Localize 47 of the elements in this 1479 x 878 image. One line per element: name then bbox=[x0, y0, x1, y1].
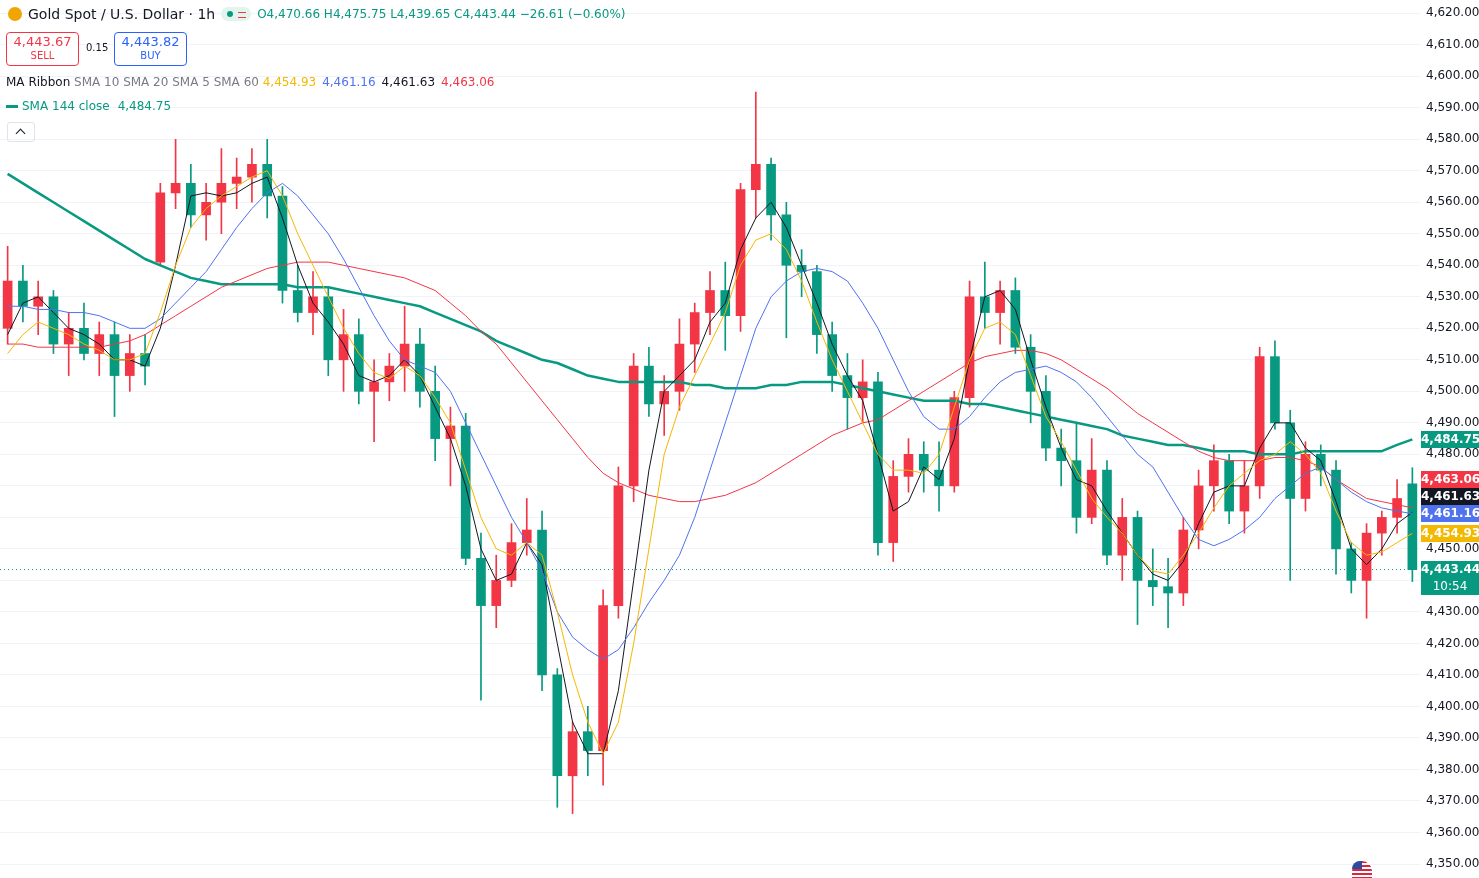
y-tick-label: 4,390.00 bbox=[1426, 730, 1479, 745]
annotation: SELL bbox=[29, 49, 56, 63]
text: SMA 10 SMA 20 SMA 5 SMA 60 bbox=[74, 75, 259, 89]
y-tick-label: 4,540.00 bbox=[1426, 257, 1479, 272]
y-tick-label: 4,530.00 bbox=[1426, 288, 1479, 303]
y-tick-label: 4,450.00 bbox=[1426, 541, 1479, 556]
annotation: BUY bbox=[139, 49, 162, 63]
data-label: 4,463.06 bbox=[1421, 471, 1479, 489]
y-tick-label: 4,600.00 bbox=[1426, 68, 1479, 83]
data-label: 4,454.93 bbox=[1421, 524, 1479, 542]
annotation: 4,443.82 bbox=[120, 34, 181, 49]
y-tick-label: 4,410.00 bbox=[1426, 667, 1479, 682]
y-tick-label: 4,490.00 bbox=[1426, 414, 1479, 429]
y-tick-label: 4,610.00 bbox=[1426, 36, 1479, 51]
y-tick-label: 4,380.00 bbox=[1426, 761, 1479, 776]
y-tick-label: 4,520.00 bbox=[1426, 320, 1479, 335]
text: 4,461.16 bbox=[322, 75, 376, 89]
data-label: 4,461.63 bbox=[1421, 488, 1479, 506]
y-tick-label: 4,570.00 bbox=[1426, 162, 1479, 177]
text: 10:54 bbox=[1431, 578, 1469, 596]
y-tick-label: 4,480.00 bbox=[1426, 446, 1479, 461]
y-tick-label: 4,590.00 bbox=[1426, 99, 1479, 114]
y-tick-label: 4,360.00 bbox=[1426, 824, 1479, 839]
y-tick-label: 4,580.00 bbox=[1426, 131, 1479, 146]
y-tick-label: 4,370.00 bbox=[1426, 793, 1479, 808]
y-tick-label: 4,350.00 bbox=[1426, 856, 1479, 871]
data-label: 4,461.16 bbox=[1421, 505, 1479, 523]
annotation: 4,443.67 bbox=[12, 34, 73, 49]
legend-label: SMA 144 close bbox=[22, 99, 110, 113]
y-tick-label: 4,560.00 bbox=[1426, 194, 1479, 209]
chart-subtitle: O4,470.66 H4,475.75 L4,439.65 C4,443.44 −26.61 (−0.60%) bbox=[257, 7, 626, 21]
ref-line-label: 4,443.44 bbox=[1421, 561, 1479, 579]
y-tick-label: 4,400.00 bbox=[1426, 698, 1479, 713]
text: 4,484.75 bbox=[117, 99, 172, 113]
annotation: 0.15 bbox=[86, 42, 109, 53]
chart-title: Gold Spot / U.S. Dollar · 1h bbox=[28, 6, 216, 22]
y-tick-label: 4,420.00 bbox=[1426, 635, 1479, 650]
text: 4,461.63 bbox=[381, 75, 436, 89]
legend-title: MA Ribbon bbox=[6, 75, 72, 89]
y-tick-label: 4,550.00 bbox=[1426, 225, 1479, 240]
y-tick-label: 4,500.00 bbox=[1426, 383, 1479, 398]
y-tick-label: 4,620.00 bbox=[1426, 5, 1479, 20]
text: 4,454.93 bbox=[262, 75, 317, 89]
data-label: 4,484.75 bbox=[1421, 430, 1479, 448]
y-tick-label: 4,510.00 bbox=[1426, 351, 1479, 366]
text: 4,463.06 bbox=[441, 75, 495, 89]
y-tick-label: 4,430.00 bbox=[1426, 604, 1479, 619]
